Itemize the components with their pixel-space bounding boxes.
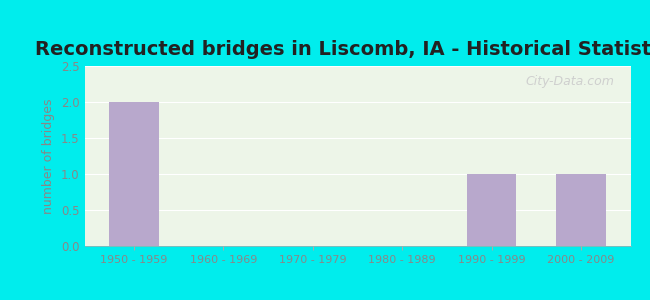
Y-axis label: number of bridges: number of bridges <box>42 98 55 214</box>
Bar <box>109 102 159 246</box>
Bar <box>467 174 516 246</box>
Text: City-Data.com: City-Data.com <box>525 75 614 88</box>
Title: Reconstructed bridges in Liscomb, IA - Historical Statistics: Reconstructed bridges in Liscomb, IA - H… <box>34 40 650 59</box>
Bar <box>556 174 606 246</box>
